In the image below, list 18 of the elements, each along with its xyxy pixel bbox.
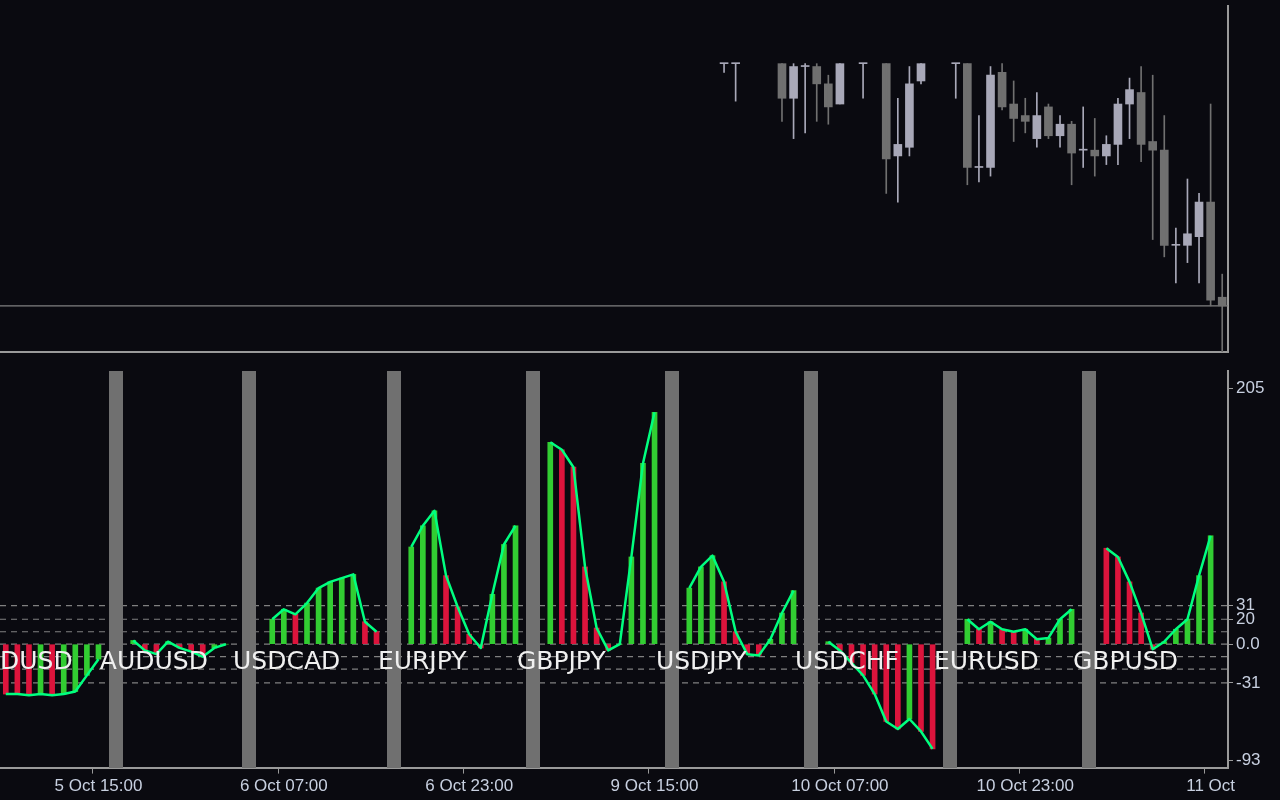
x-tick-label: 11 Oct bbox=[1186, 776, 1236, 796]
x-tick-label: 6 Oct 07:00 bbox=[239, 776, 328, 796]
x-tick-label: 9 Oct 15:00 bbox=[610, 776, 699, 796]
x-tick-label: 10 Oct 23:00 bbox=[976, 776, 1074, 796]
y-tick-label: -31 bbox=[1236, 672, 1261, 692]
annotation: GBPJPY bbox=[516, 646, 606, 677]
y-tick-label: 205 bbox=[1236, 378, 1265, 398]
y-tick-label: 0.0 bbox=[1236, 633, 1260, 653]
x-tick-label: 6 Oct 23:00 bbox=[425, 776, 514, 796]
annotation: EURUSD bbox=[933, 646, 1039, 677]
y-tick-label: -93 bbox=[1236, 749, 1261, 769]
annotation: AUDUSD bbox=[99, 646, 208, 677]
annotation: EURJPY bbox=[377, 646, 467, 677]
x-tick-label: 5 Oct 15:00 bbox=[54, 776, 143, 796]
x-tick-label: 10 Oct 07:00 bbox=[791, 776, 889, 796]
annotation: USDJPY bbox=[655, 646, 747, 677]
annotation: GBPUSD bbox=[1072, 646, 1178, 677]
annotation: USDCAD bbox=[233, 646, 341, 677]
